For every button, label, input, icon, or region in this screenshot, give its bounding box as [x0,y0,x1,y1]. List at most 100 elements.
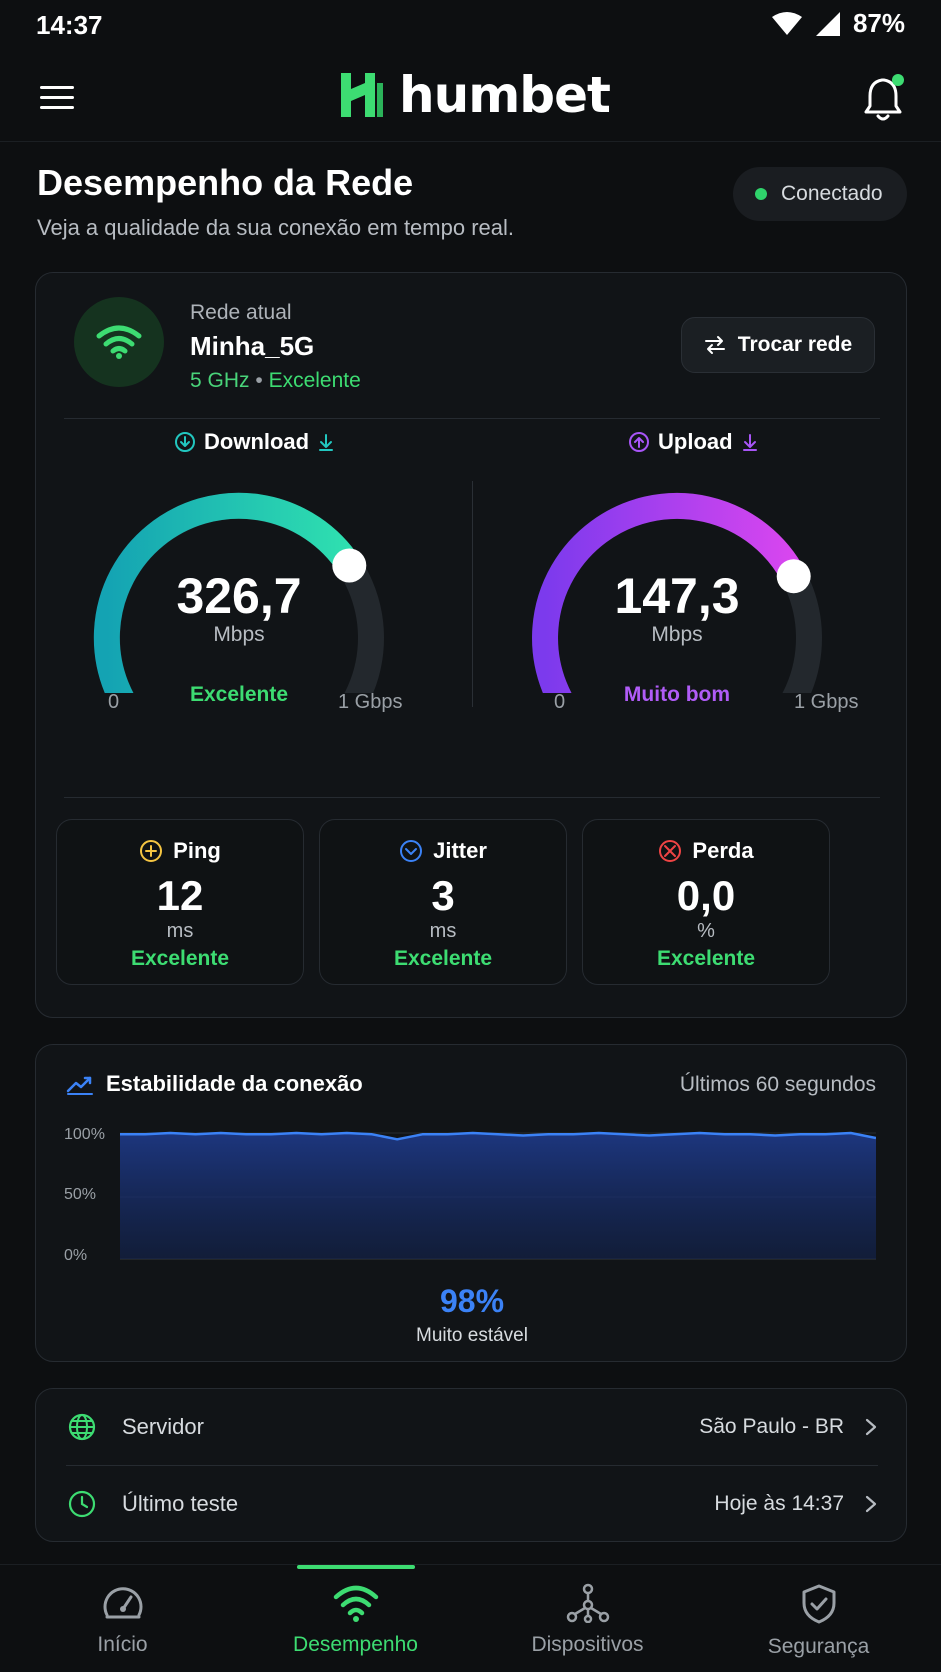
last-test-row[interactable]: Último teste Hoje às 14:37 [36,1466,908,1542]
card-divider [64,797,880,798]
upload-value: 147,3 [614,568,740,624]
jitter-icon [400,840,423,862]
metric-rating: Excelente [130,947,230,970]
metric-value: 12 [156,872,204,919]
metric-header: Jitter [320,838,566,864]
stability-title: Estabilidade da conexão [106,1071,363,1096]
menu-button[interactable] [38,78,78,118]
connection-status-badge: Conectado [733,167,907,221]
stability-label: Muito estável [416,1325,528,1346]
nav-item-inicio[interactable]: Início [5,1565,240,1672]
performance-card: Rede atual Minha_5G 5 GHz • Excelente Tr… [35,272,907,1018]
upload-min: 0 [554,691,566,713]
download-min: 0 [108,691,120,713]
ping-metric: Ping 12 ms Excelente [56,819,304,985]
metric-header: Perda [583,838,829,864]
nav-item-dispositivos[interactable]: Dispositivos [470,1565,705,1672]
meta-separator: • [255,369,263,392]
trend-chart-icon [66,1076,93,1095]
status-icons: 87% [771,8,905,39]
stability-card: Estabilidade da conexão Últimos 60 segun… [35,1044,907,1362]
loss-icon [659,840,682,862]
network-name: Minha_5G [190,331,315,361]
nav-label: Início [97,1633,148,1656]
metric-name: Ping [173,838,221,863]
page-title: Desempenho da Rede [37,162,414,203]
cellular-signal-icon [815,11,840,36]
bell-icon [864,74,904,121]
upload-circle-icon [629,432,649,452]
shield-icon [802,1584,835,1624]
metric-unit: ms [166,920,194,942]
nav-item-seguranca[interactable]: Segurança [701,1565,936,1672]
status-time: 14:37 [36,10,103,40]
test-info-card: Servidor São Paulo - BR Último teste Hoj… [35,1388,907,1542]
stability-header: Estabilidade da conexão [66,1071,363,1097]
network-icon [566,1583,609,1623]
hamburger-icon [40,86,74,109]
loss-metric: Perda 0,0 % Excelente [582,819,830,985]
metric-rating: Excelente [393,947,493,970]
upload-gauge-knob [776,559,811,594]
metric-header: Ping [57,838,303,864]
upload-max: 1 Gbps [794,691,859,713]
network-label: Rede atual [190,301,292,324]
upload-gauge [532,492,822,693]
notifications-button[interactable] [862,72,908,122]
upload-unit: Mbps [651,623,703,646]
nav-label: Dispositivos [531,1633,644,1656]
globe-icon [66,1411,98,1443]
upload-rating: Muito bom [623,683,731,706]
wifi-icon [96,325,142,359]
metric-value: 3 [431,872,455,919]
switch-network-button[interactable]: Trocar rede [681,317,875,373]
info-value: Hoje às 14:37 [714,1492,844,1515]
y-tick-label: 100% [64,1126,105,1143]
download-gauge-arc [93,492,363,693]
upload-arrow-icon [742,434,757,451]
metric-unit: ms [429,920,457,942]
metric-name: Jitter [433,838,487,863]
page-subtitle: Veja a qualidade da sua conexão em tempo… [37,215,514,240]
network-meta: 5 GHz • Excelente [190,369,361,393]
stability-line [120,1131,876,1141]
info-label: Último teste [122,1491,239,1516]
download-value: 326,7 [176,568,302,624]
swap-arrows-icon [704,336,725,354]
upload-title: Upload [628,429,759,455]
metric-rating: Excelente [656,947,756,970]
connection-status-label: Conectado [781,182,883,205]
download-circle-icon [175,432,195,452]
wifi-icon [333,1585,378,1622]
clock-icon [66,1488,98,1520]
y-tick-label: 0% [64,1247,88,1264]
metric-unit: % [697,920,715,942]
download-arrow-icon [319,434,334,451]
network-quality: Excelente [268,369,361,392]
nav-label: Segurança [767,1635,870,1658]
chevron-right-icon [865,1418,877,1436]
download-title: Download [174,429,335,455]
nav-label: Desempenho [293,1633,418,1656]
speedometer-icon [103,1587,142,1619]
download-gauge-knob [332,548,367,583]
metric-value: 0,0 [676,872,736,919]
stability-percent: 98% [439,1283,505,1319]
upload-gauge-arc [532,492,807,693]
brand-name: humbet [399,66,611,124]
y-tick-label: 50% [64,1186,97,1203]
brand-logo: humbet [337,66,611,124]
nav-item-desempenho[interactable]: Desempenho [238,1565,473,1672]
stability-chart [120,1131,876,1260]
switch-network-label: Trocar rede [737,333,853,356]
server-row[interactable]: Servidor São Paulo - BR [36,1389,908,1465]
battery-level: 87% [852,8,905,38]
bottom-navigation: Início Desempenho Dispositivos Segurança [0,1564,941,1672]
row-divider [66,1465,878,1466]
download-gauge [93,492,384,693]
humbet-logo-icon [341,73,383,117]
status-dot-icon [755,188,767,200]
chevron-right-icon [865,1495,877,1513]
download-rating: Excelente [189,683,289,706]
app-header: humbet [0,56,941,142]
